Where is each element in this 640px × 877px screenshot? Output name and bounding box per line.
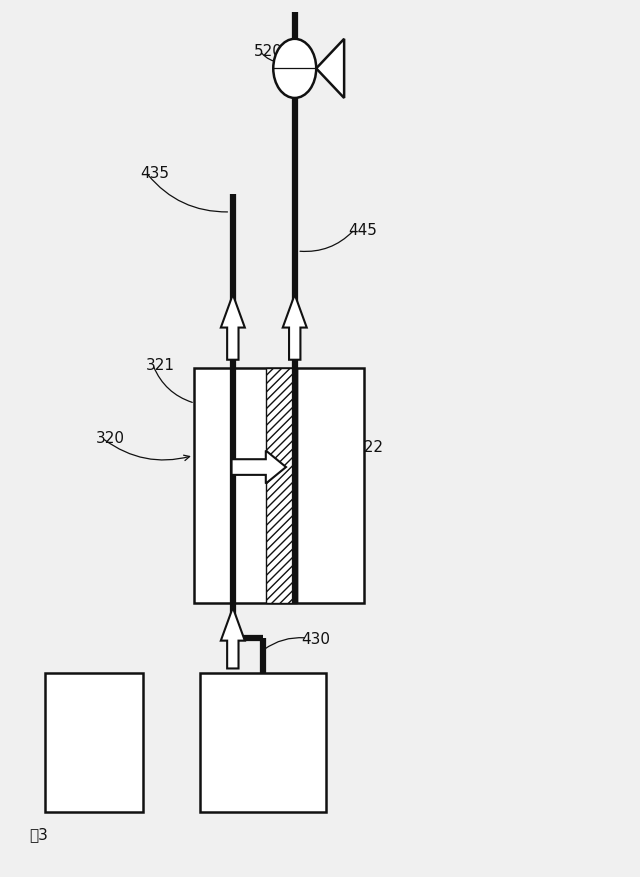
Text: 323: 323 — [298, 570, 327, 585]
Text: 321: 321 — [147, 357, 175, 372]
Text: 320: 320 — [96, 431, 125, 446]
Text: 445: 445 — [348, 223, 378, 238]
Text: 100: 100 — [49, 692, 77, 707]
Bar — [45, 673, 143, 812]
Text: 430: 430 — [301, 631, 330, 645]
Polygon shape — [221, 296, 245, 360]
Text: 435: 435 — [140, 166, 169, 181]
Bar — [200, 673, 326, 812]
Text: 322: 322 — [355, 439, 384, 454]
Polygon shape — [232, 451, 286, 484]
Text: 200: 200 — [232, 783, 260, 798]
Text: 図3: 図3 — [29, 826, 48, 841]
Bar — [194, 369, 364, 603]
Polygon shape — [221, 608, 245, 668]
Circle shape — [273, 39, 316, 99]
Text: 520: 520 — [253, 45, 282, 60]
Bar — [266, 369, 296, 603]
Polygon shape — [283, 296, 307, 360]
Polygon shape — [316, 39, 344, 99]
